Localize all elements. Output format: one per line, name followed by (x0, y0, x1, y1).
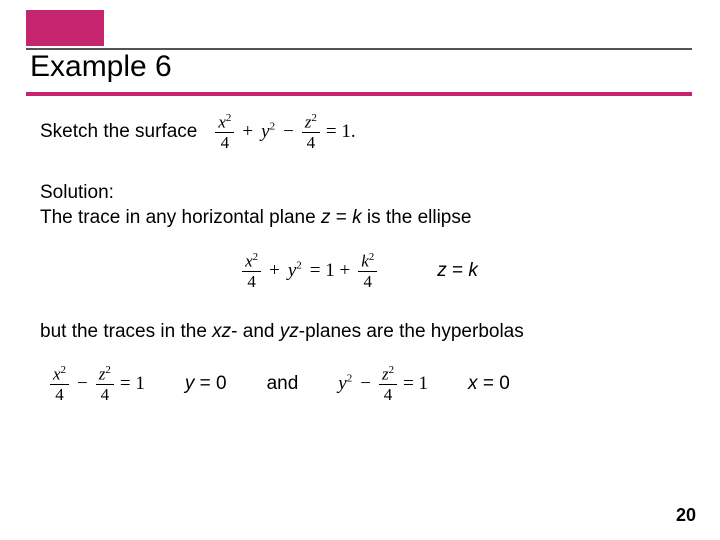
hyperbola-equation-2: y2 − z2 4 = 1 (338, 364, 428, 404)
prompt-row: Sketch the surface x2 4 + y2 − z2 4 = 1. (40, 112, 680, 152)
header-accent-block (26, 10, 104, 46)
hyp2-condition: x = 0 (468, 371, 510, 397)
ellipse-condition: z = k (437, 258, 478, 284)
prompt-text: Sketch the surface (40, 119, 197, 145)
solution-label: Solution: (40, 180, 680, 206)
hyperbola-equations-row: x2 4 − z2 4 = 1 y = 0 and y2 − z2 4 = 1 … (50, 364, 680, 404)
ellipse-equation: x2 4 + y2 = 1 + k2 4 (242, 251, 377, 291)
solution-line: The trace in any horizontal plane z = k … (40, 205, 680, 231)
page-number: 20 (676, 505, 696, 526)
hyp1-condition: y = 0 (185, 371, 227, 397)
and-label: and (267, 371, 299, 397)
ellipse-equation-row: x2 4 + y2 = 1 + k2 4 z = k (40, 251, 680, 291)
header-rule-bottom (26, 92, 692, 96)
slide-content: Sketch the surface x2 4 + y2 − z2 4 = 1.… (40, 112, 680, 404)
hyperbola-intro: but the traces in the xz- and yz-planes … (40, 319, 680, 345)
hyperbola-equation-1: x2 4 − z2 4 = 1 (50, 364, 145, 404)
surface-equation: x2 4 + y2 − z2 4 = 1. (215, 112, 355, 152)
page-title: Example 6 (30, 50, 172, 84)
